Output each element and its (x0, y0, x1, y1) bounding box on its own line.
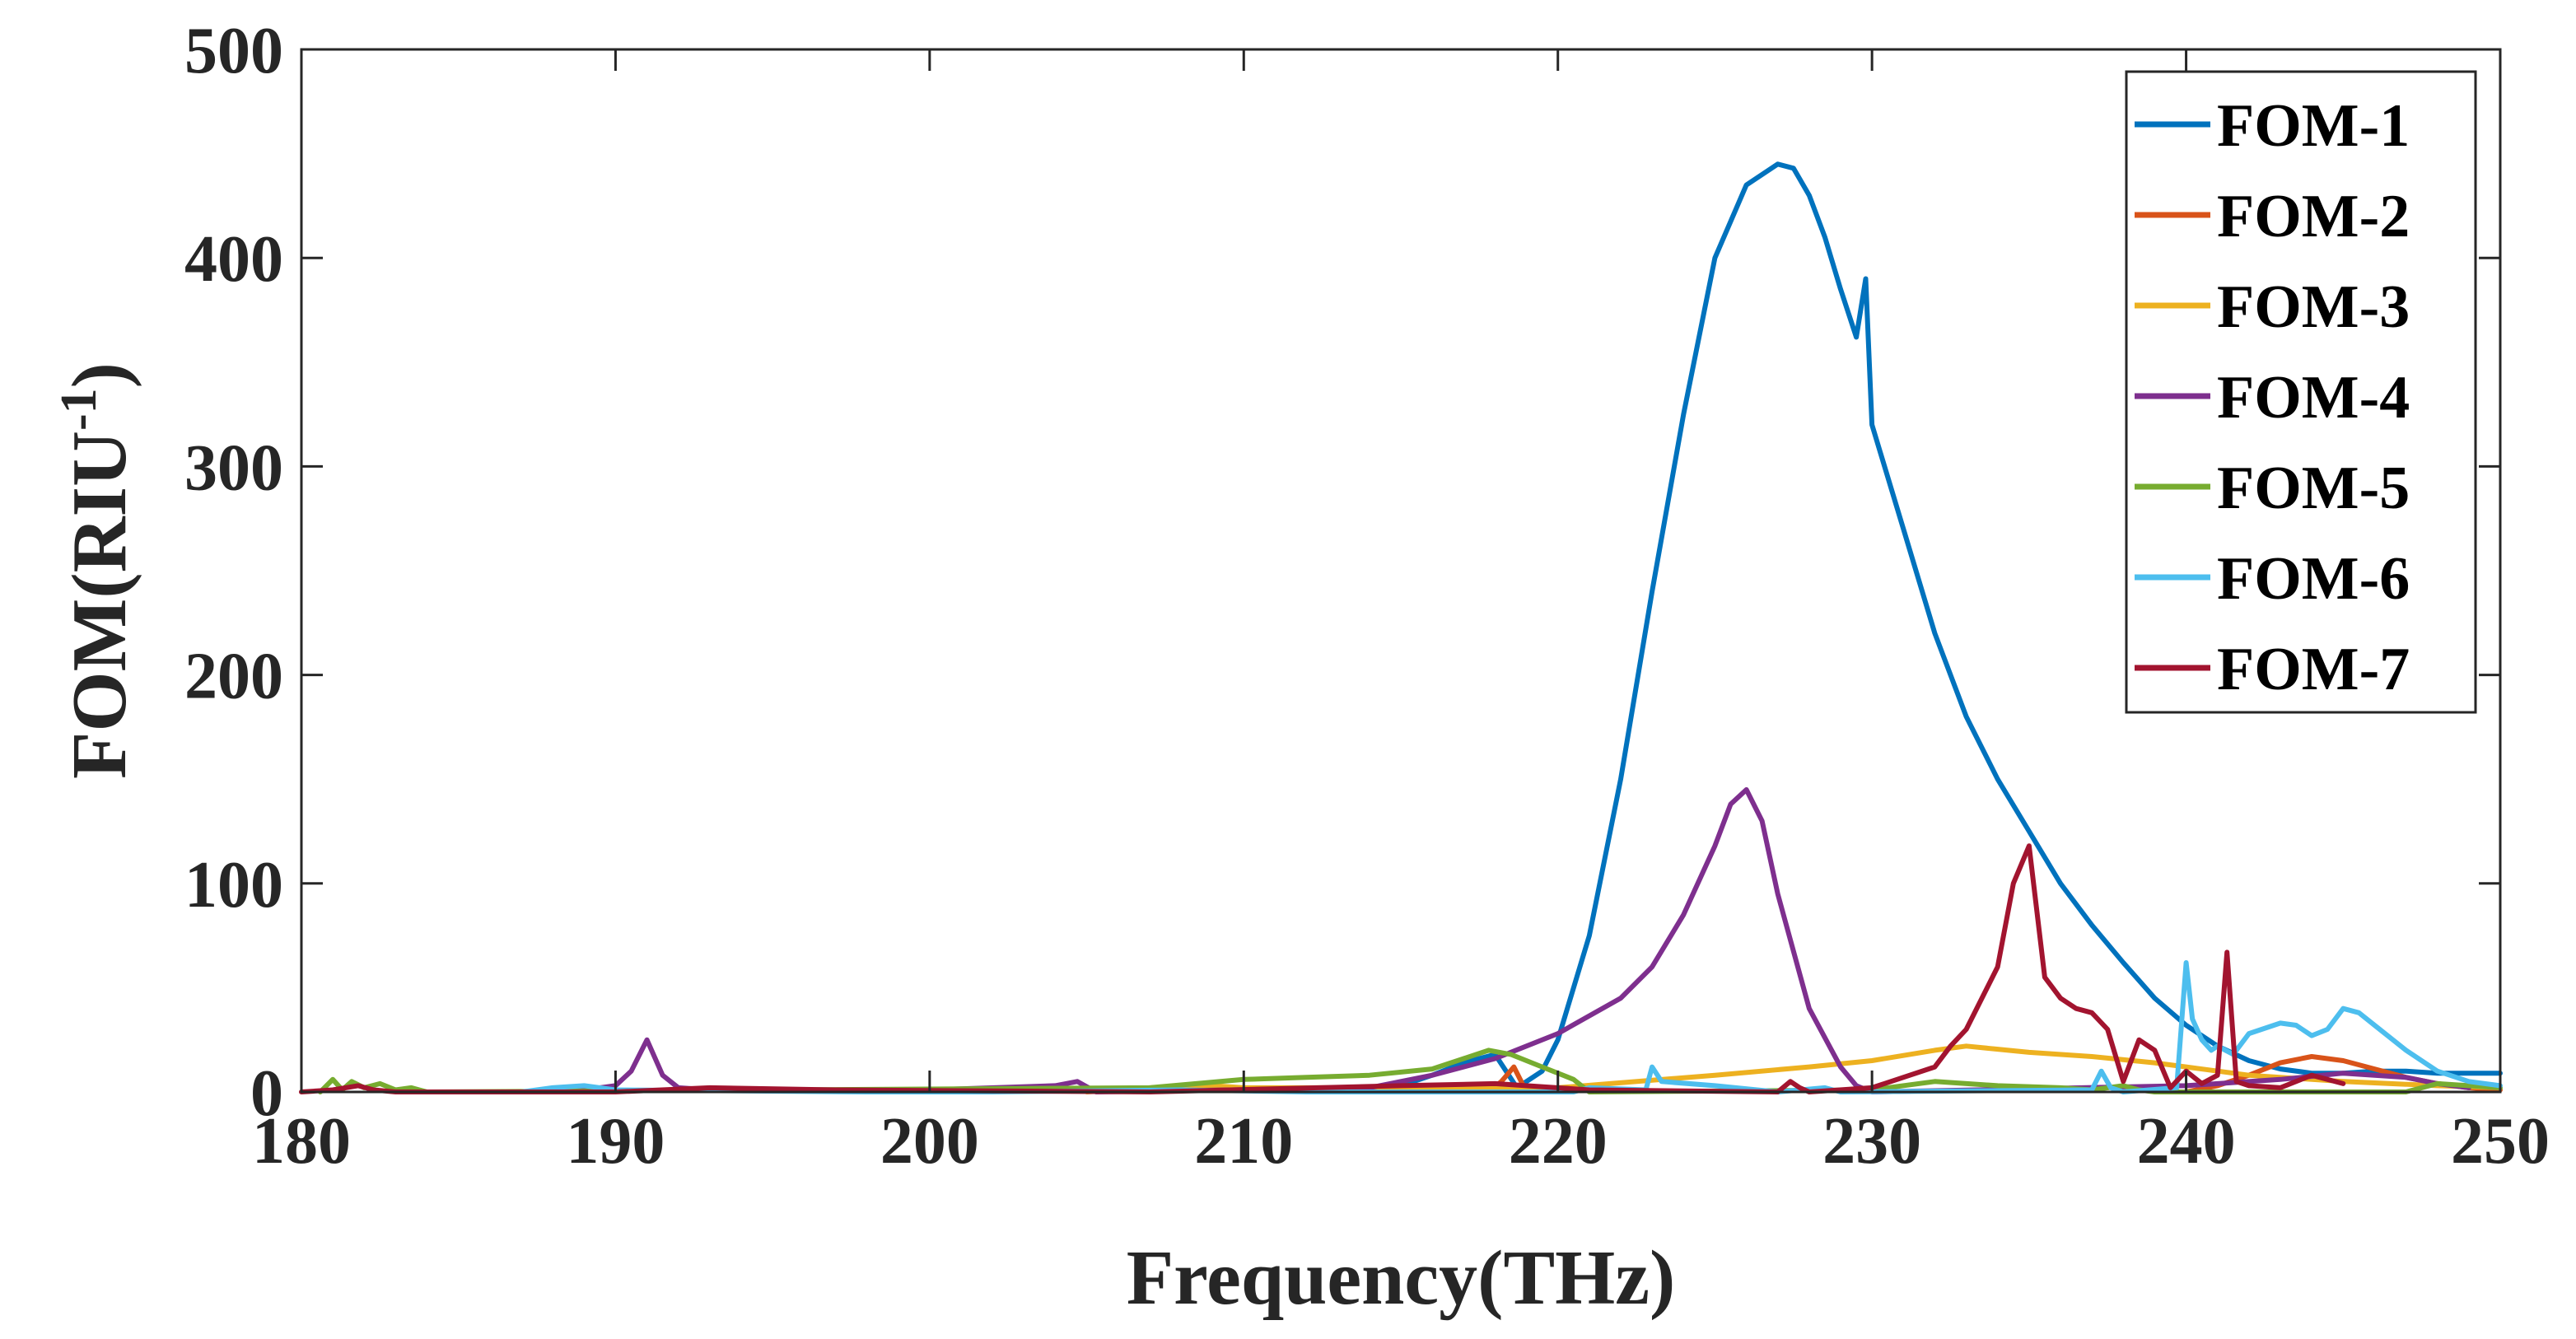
x-axis-ticks: 180 190 200 210 220 230 240 250 (252, 49, 2550, 1178)
y-axis-title: FOM(RIU-1) (51, 362, 142, 779)
y-tick-label: 0 (250, 1057, 283, 1130)
series-line-fom-1 (1398, 161, 2503, 1090)
legend-label-fom-6: FOM-6 (2217, 545, 2410, 613)
x-tick-label: 220 (1509, 1105, 1608, 1178)
x-tick-label: 210 (1194, 1105, 1293, 1178)
legend-box (2125, 70, 2477, 714)
plot-area-frame (300, 48, 2502, 1094)
x-tick-label: 200 (880, 1105, 979, 1178)
y-tick-label: 500 (184, 15, 283, 87)
x-tick-label: 250 (2451, 1105, 2550, 1178)
legend-label-fom-4: FOM-4 (2217, 364, 2410, 432)
series-line-fom-4 (519, 786, 2471, 1094)
y-tick-label: 100 (184, 849, 283, 921)
x-axis-title: Frequency(THz) (1127, 1235, 1676, 1321)
legend: FOM-1 FOM-2 FOM-3 FOM-4 FOM-5 FOM-6 FOM-7 (2125, 70, 2477, 714)
x-tick-label: 230 (1822, 1105, 1921, 1178)
y-axis-ticks: 0 100 200 300 400 500 (184, 15, 2500, 1130)
y-tick-label: 400 (184, 223, 283, 296)
x-tick-label: 190 (566, 1105, 665, 1178)
y-axis-title-superscript: -1 (51, 388, 107, 431)
legend-label-fom-7: FOM-7 (2217, 636, 2410, 703)
legend-label-fom-5: FOM-5 (2217, 455, 2410, 522)
x-tick-label: 240 (2137, 1105, 2236, 1178)
series-line-fom-7 (299, 843, 2346, 1094)
legend-label-fom-2: FOM-2 (2217, 183, 2410, 250)
y-tick-label: 300 (184, 432, 283, 504)
y-axis-title-main: FOM(RIU (57, 431, 142, 779)
y-axis-title-close: ) (57, 362, 142, 388)
legend-label-fom-3: FOM-3 (2217, 273, 2410, 341)
y-tick-label: 200 (184, 641, 283, 713)
legend-label-fom-1: FOM-1 (2217, 92, 2410, 160)
x-tick-label: 180 (252, 1105, 351, 1178)
